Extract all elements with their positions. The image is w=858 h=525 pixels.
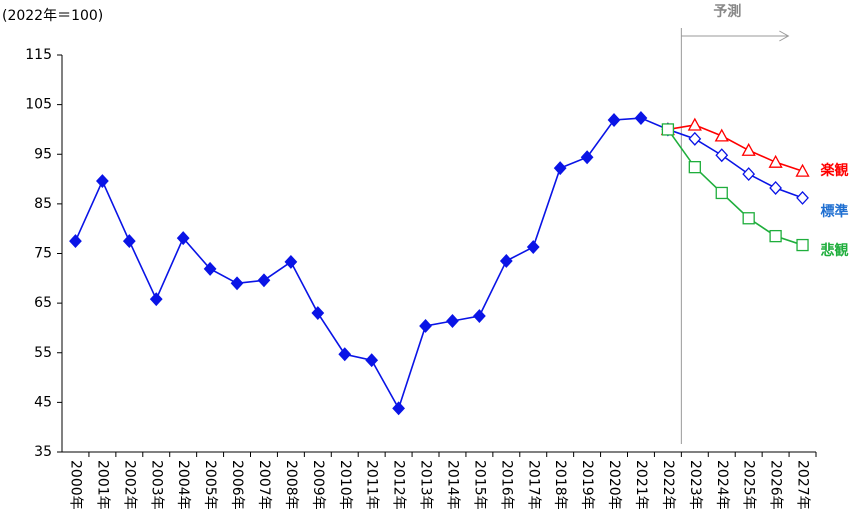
y-tick-label: 55 [34, 345, 52, 361]
x-tick-label: 2012年 [391, 460, 407, 510]
point [311, 306, 325, 321]
point [769, 229, 782, 243]
y-tick-label: 105 [25, 97, 52, 113]
point [149, 292, 163, 307]
series-line [667, 128, 803, 246]
point [446, 314, 459, 328]
point [607, 113, 621, 127]
x-tick-label: 2000年 [67, 460, 83, 510]
series-label: 標準 [821, 203, 849, 220]
point [795, 163, 810, 177]
point [796, 190, 809, 205]
x-tick-label: 2006年 [229, 460, 245, 510]
x-tick-label: 2026年 [768, 460, 784, 510]
point [688, 131, 702, 146]
point [284, 254, 298, 269]
x-tick-label: 2022年 [660, 460, 676, 510]
point [769, 181, 782, 195]
x-tick-label: 2023年 [687, 460, 703, 510]
x-tick-label: 2004年 [175, 460, 191, 510]
x-tick-label: 2024年 [714, 460, 730, 510]
series-label: 悲観 [821, 242, 849, 259]
y-unit-label: (2022年＝100) [2, 8, 103, 24]
point [69, 234, 82, 249]
point [526, 240, 540, 255]
annotation: 予測 [713, 3, 741, 20]
y-tick-label: 65 [34, 295, 52, 311]
x-tick-label: 2018年 [552, 460, 568, 510]
point [338, 347, 352, 362]
x-tick-label: 2025年 [741, 460, 757, 510]
point [230, 276, 244, 291]
x-tick-label: 2020年 [606, 460, 622, 510]
point [715, 148, 729, 163]
x-tick-label: 2017年 [525, 460, 541, 510]
point [688, 161, 701, 174]
point [661, 123, 675, 136]
y-tick-label: 85 [34, 196, 52, 212]
x-tick-label: 2003年 [148, 460, 164, 510]
point [365, 353, 379, 368]
x-tick-label: 2005年 [202, 460, 218, 510]
x-tick-label: 2008年 [283, 460, 299, 510]
x-tick-label: 2002年 [121, 460, 137, 510]
x-tick-label: 2013年 [418, 460, 434, 510]
x-tick-label: 2016年 [498, 460, 514, 510]
point [392, 401, 405, 416]
point [715, 186, 728, 200]
point [257, 273, 271, 288]
x-tick-label: 2027年 [795, 460, 811, 510]
point [741, 142, 756, 156]
forecast-arrowhead [779, 30, 790, 42]
point [714, 128, 729, 142]
point [742, 212, 755, 225]
point [176, 231, 190, 246]
point [96, 174, 109, 189]
point [687, 117, 702, 131]
x-tick-label: 2007年 [256, 460, 272, 510]
point [473, 309, 486, 323]
y-tick-label: 35 [34, 444, 52, 460]
series-label: 楽観 [820, 162, 849, 179]
point [768, 154, 783, 168]
x-tick-label: 2019年 [579, 460, 595, 510]
x-tick-label: 2015年 [471, 460, 487, 510]
y-tick-label: 45 [34, 394, 52, 410]
point [634, 111, 648, 125]
x-tick-label: 2014年 [444, 460, 460, 510]
y-tick-label: 95 [34, 146, 52, 162]
x-tick-label: 2009年 [310, 460, 326, 510]
y-tick-label: 75 [34, 246, 52, 262]
point [203, 261, 217, 276]
x-tick-label: 2021年 [633, 460, 649, 510]
x-tick-label: 2010年 [337, 460, 353, 510]
point [499, 253, 513, 268]
point [580, 150, 594, 165]
point [122, 234, 136, 249]
y-tick-label: 115 [25, 47, 52, 63]
point [742, 167, 756, 182]
x-tick-label: 2001年 [94, 460, 110, 510]
point [553, 161, 567, 176]
point [796, 238, 809, 252]
x-tick-label: 2011年 [364, 460, 380, 510]
point [419, 318, 432, 333]
